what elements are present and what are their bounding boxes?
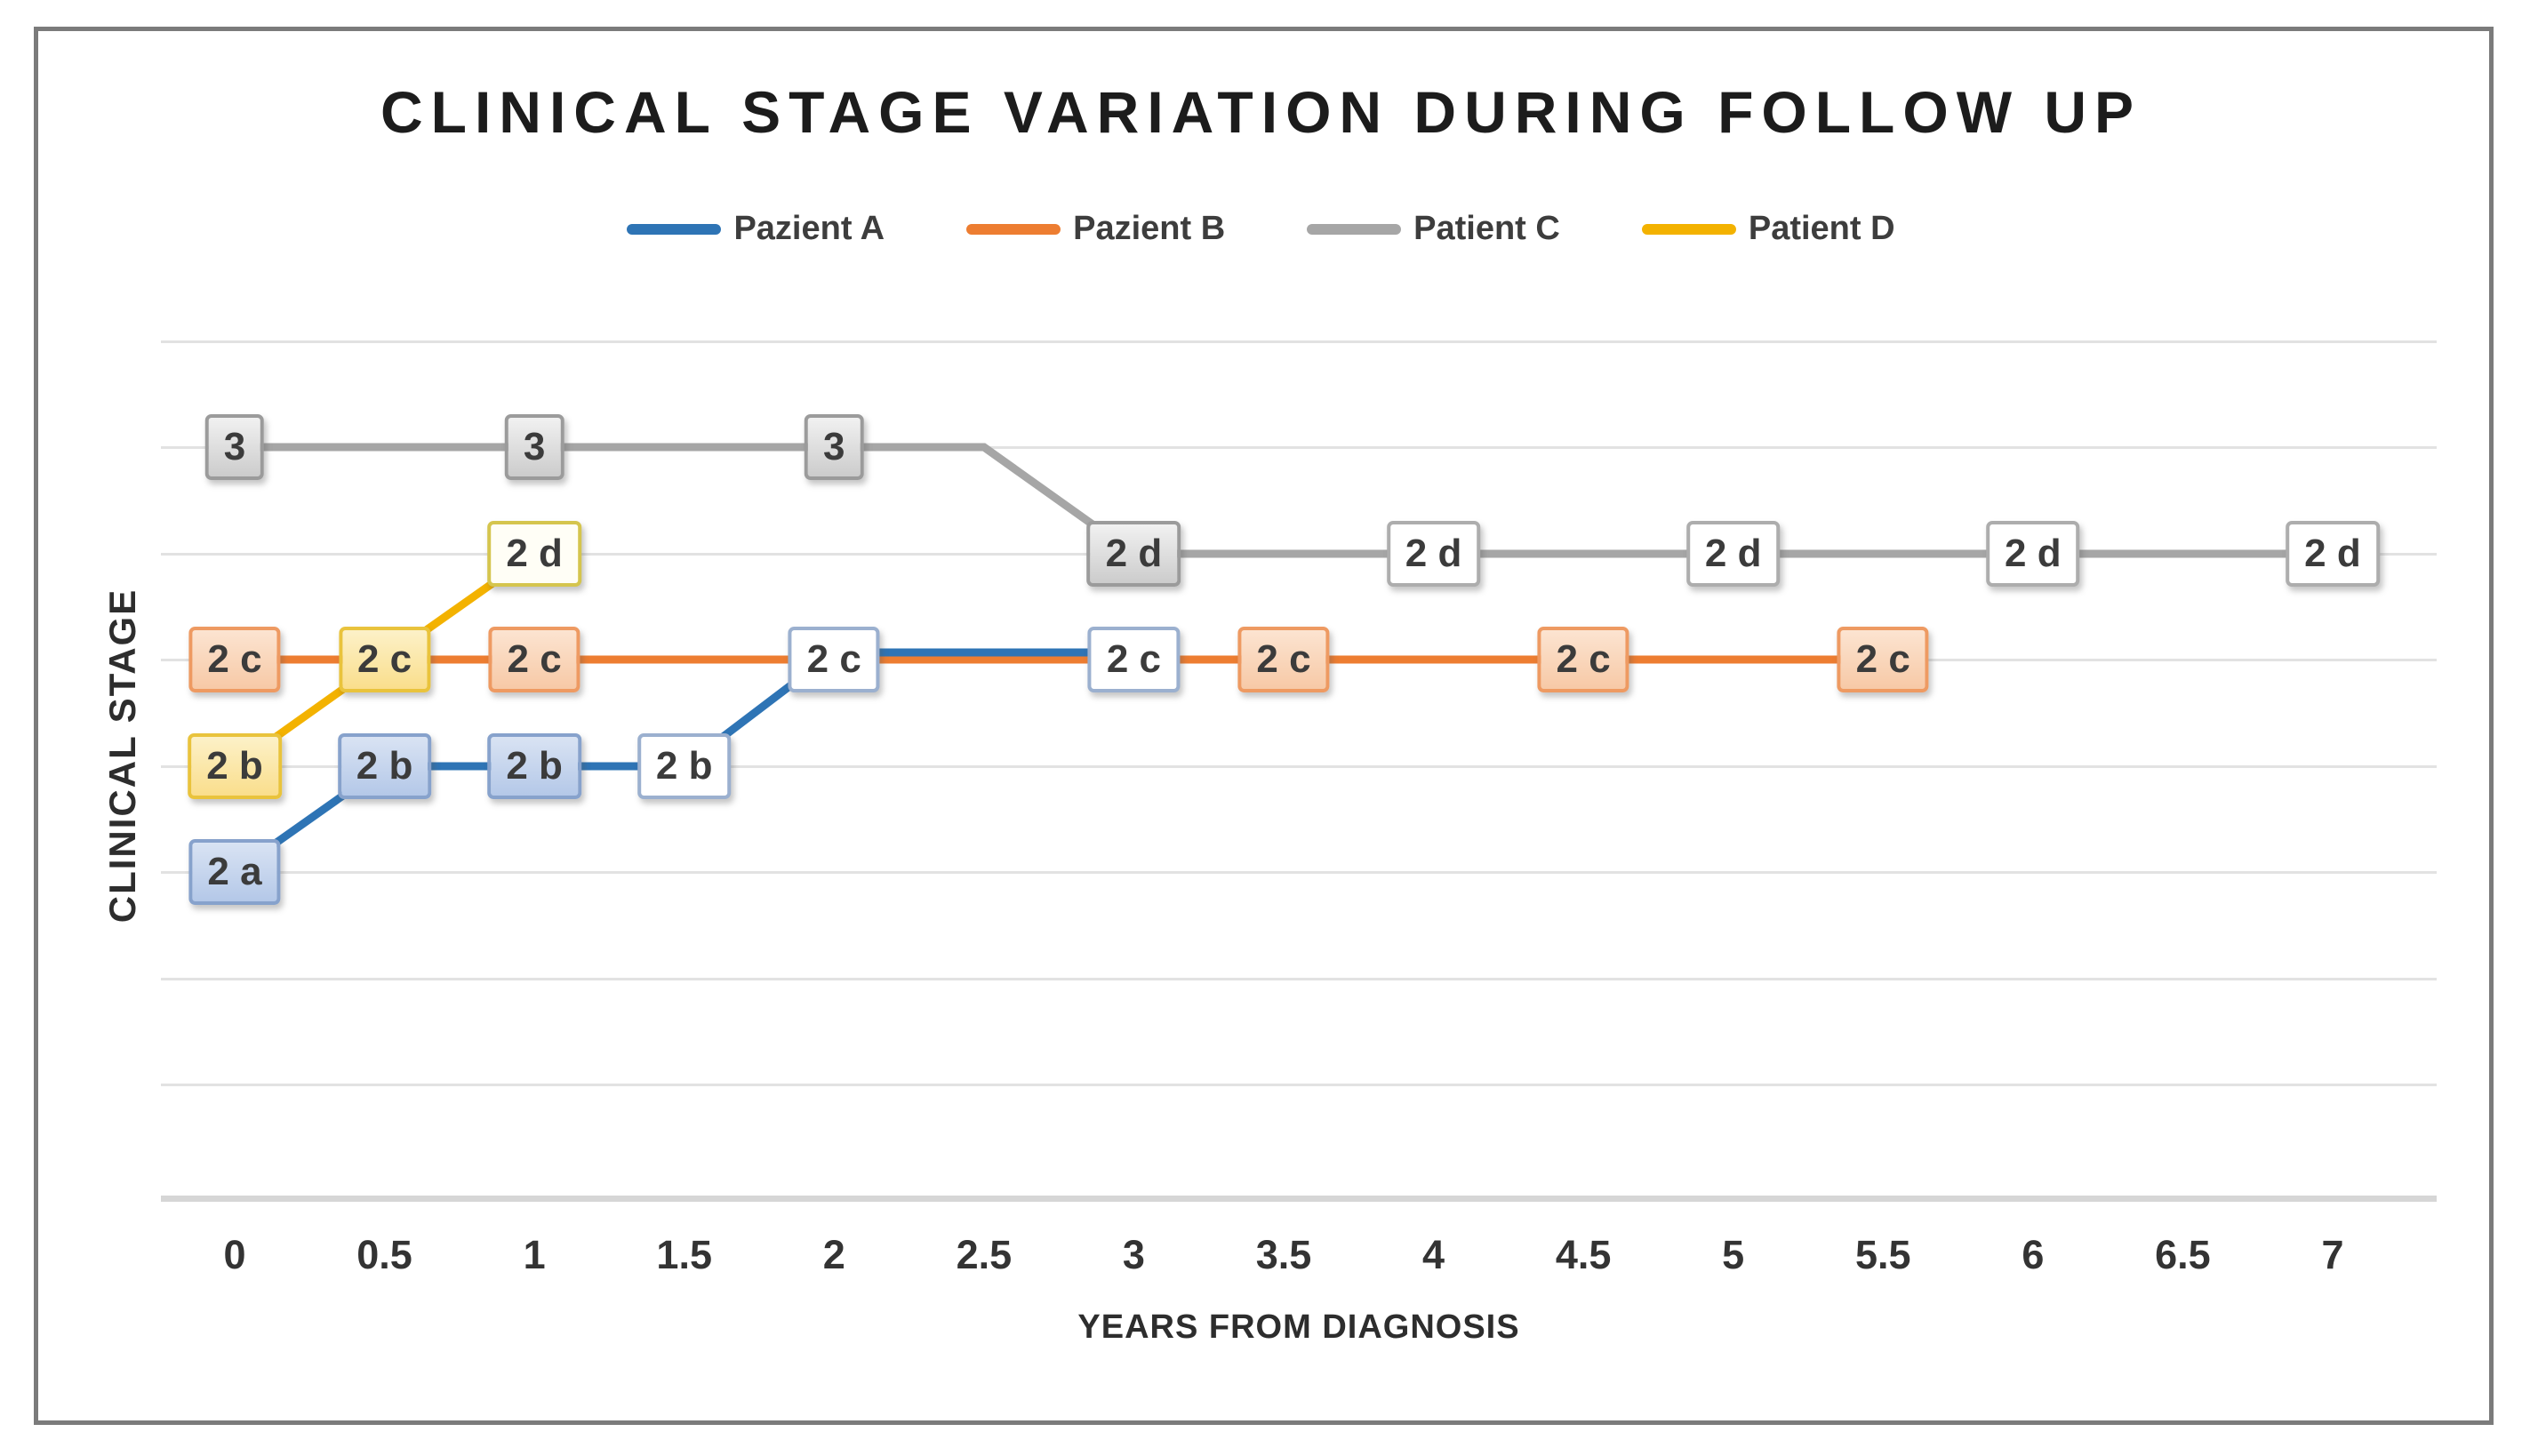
x-tick-7: 7 bbox=[2321, 1232, 2344, 1277]
y-axis-title: CLINICAL STAGE bbox=[101, 588, 143, 924]
x-tick-5.5: 5.5 bbox=[1854, 1232, 1911, 1277]
marker-B-3.5-2c: 2 c bbox=[1237, 627, 1330, 692]
legend-item-D: Patient D bbox=[1641, 210, 1895, 248]
gridline-5 bbox=[161, 871, 2437, 874]
marker-A-3-2c: 2 c bbox=[1087, 627, 1180, 692]
gridline-7 bbox=[161, 1084, 2437, 1086]
gridline-0 bbox=[161, 340, 2437, 343]
x-tick-5: 5 bbox=[1722, 1232, 1745, 1277]
legend-swatch-C bbox=[1307, 223, 1402, 235]
legend-label-B: Pazient B bbox=[1073, 210, 1226, 247]
marker-D-0-2b: 2 b bbox=[188, 733, 282, 799]
marker-A-1.5-2b: 2 b bbox=[637, 733, 732, 799]
legend-item-C: Patient C bbox=[1307, 210, 1560, 248]
marker-D-1-2d: 2 d bbox=[487, 521, 581, 587]
legend-label-A: Pazient A bbox=[733, 210, 885, 247]
legend-swatch-A bbox=[627, 223, 722, 235]
x-axis-line bbox=[161, 1196, 2437, 1202]
marker-C-4-2d: 2 d bbox=[1386, 521, 1481, 587]
x-tick-1: 1 bbox=[523, 1232, 546, 1277]
x-tick-3: 3 bbox=[1122, 1232, 1145, 1277]
marker-C-3-2d: 2 d bbox=[1086, 521, 1181, 587]
x-tick-3.5: 3.5 bbox=[1255, 1232, 1312, 1277]
legend-item-B: Pazient B bbox=[966, 210, 1225, 248]
marker-C-1-3: 3 bbox=[504, 414, 564, 480]
marker-B-1-2c: 2 c bbox=[488, 627, 580, 692]
gridline-6 bbox=[161, 978, 2437, 980]
marker-A-0-2a: 2 a bbox=[188, 839, 281, 905]
marker-C-7-2d: 2 d bbox=[2286, 521, 2380, 587]
x-tick-4.5: 4.5 bbox=[1555, 1232, 1612, 1277]
x-tick-2.5: 2.5 bbox=[956, 1232, 1013, 1277]
marker-C-6-2d: 2 d bbox=[1986, 521, 2080, 587]
x-tick-1.5: 1.5 bbox=[656, 1232, 712, 1277]
legend-swatch-B bbox=[966, 223, 1061, 235]
marker-A-2-2c: 2 c bbox=[788, 627, 880, 692]
marker-C-5-2d: 2 d bbox=[1685, 521, 1781, 587]
x-tick-0: 0 bbox=[223, 1232, 246, 1277]
legend-label-D: Patient D bbox=[1748, 210, 1895, 247]
x-tick-0.5: 0.5 bbox=[356, 1232, 412, 1277]
legend-label-C: Patient C bbox=[1413, 210, 1560, 247]
marker-A-1-2b: 2 b bbox=[487, 733, 581, 799]
x-tick-6.5: 6.5 bbox=[2155, 1232, 2211, 1277]
marker-C-0-3: 3 bbox=[204, 414, 265, 480]
marker-B-0-2c: 2 c bbox=[188, 627, 281, 692]
chart-title: CLINICAL STAGE VARIATION DURING FOLLOW U… bbox=[380, 79, 2142, 145]
x-tick-6: 6 bbox=[2022, 1232, 2045, 1277]
marker-D-0.5-2c: 2 c bbox=[338, 627, 431, 692]
legend-swatch-D bbox=[1641, 223, 1736, 235]
marker-B-5.5-2c: 2 c bbox=[1837, 627, 1929, 692]
x-axis-title: YEARS FROM DIAGNOSIS bbox=[1077, 1308, 1520, 1346]
gridline-1 bbox=[161, 446, 2437, 449]
marker-C-2-3: 3 bbox=[805, 414, 864, 480]
x-tick-2: 2 bbox=[822, 1232, 845, 1277]
legend-item-A: Pazient A bbox=[627, 210, 885, 248]
x-tick-4: 4 bbox=[1422, 1232, 1445, 1277]
legend: Pazient A Pazient B Patient C Patient D bbox=[0, 210, 2522, 248]
gridline-4 bbox=[161, 765, 2437, 768]
chart-frame bbox=[34, 27, 2494, 1425]
marker-B-4.5-2c: 2 c bbox=[1537, 627, 1629, 692]
marker-A-0.5-2b: 2 b bbox=[337, 733, 432, 799]
